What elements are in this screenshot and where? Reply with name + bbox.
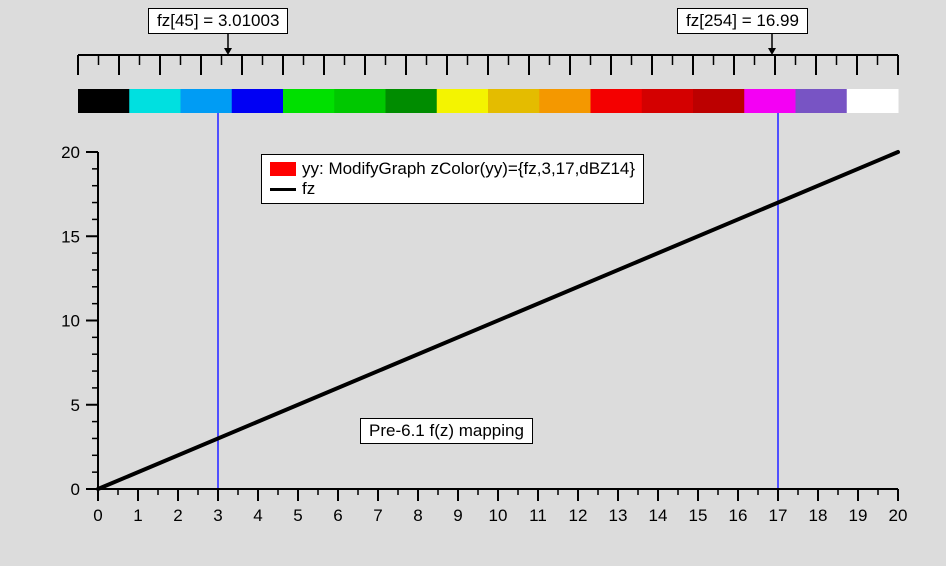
svg-text:10: 10 xyxy=(61,312,80,331)
svg-text:1: 1 xyxy=(133,506,142,525)
svg-text:10: 10 xyxy=(489,506,508,525)
svg-text:16: 16 xyxy=(729,506,748,525)
svg-text:8: 8 xyxy=(413,506,422,525)
svg-text:2: 2 xyxy=(173,506,182,525)
svg-text:15: 15 xyxy=(689,506,708,525)
figure-root: fz[45] = 3.01003 fz[254] = 16.99 Pre-6.1… xyxy=(0,0,946,566)
svg-text:7: 7 xyxy=(373,506,382,525)
svg-text:4: 4 xyxy=(253,506,262,525)
svg-text:14: 14 xyxy=(649,506,668,525)
svg-text:9: 9 xyxy=(453,506,462,525)
svg-text:15: 15 xyxy=(61,227,80,246)
svg-text:0: 0 xyxy=(71,480,80,499)
svg-text:3: 3 xyxy=(213,506,222,525)
svg-text:5: 5 xyxy=(71,396,80,415)
svg-text:0: 0 xyxy=(93,506,102,525)
svg-text:17: 17 xyxy=(769,506,788,525)
svg-text:13: 13 xyxy=(609,506,628,525)
svg-layer: 0510152001234567891011121314151617181920 xyxy=(0,0,946,566)
svg-text:19: 19 xyxy=(849,506,868,525)
svg-text:5: 5 xyxy=(293,506,302,525)
svg-text:6: 6 xyxy=(333,506,342,525)
svg-text:20: 20 xyxy=(61,143,80,162)
svg-text:11: 11 xyxy=(529,506,547,525)
svg-text:18: 18 xyxy=(809,506,828,525)
svg-text:12: 12 xyxy=(569,506,588,525)
svg-text:20: 20 xyxy=(889,506,908,525)
